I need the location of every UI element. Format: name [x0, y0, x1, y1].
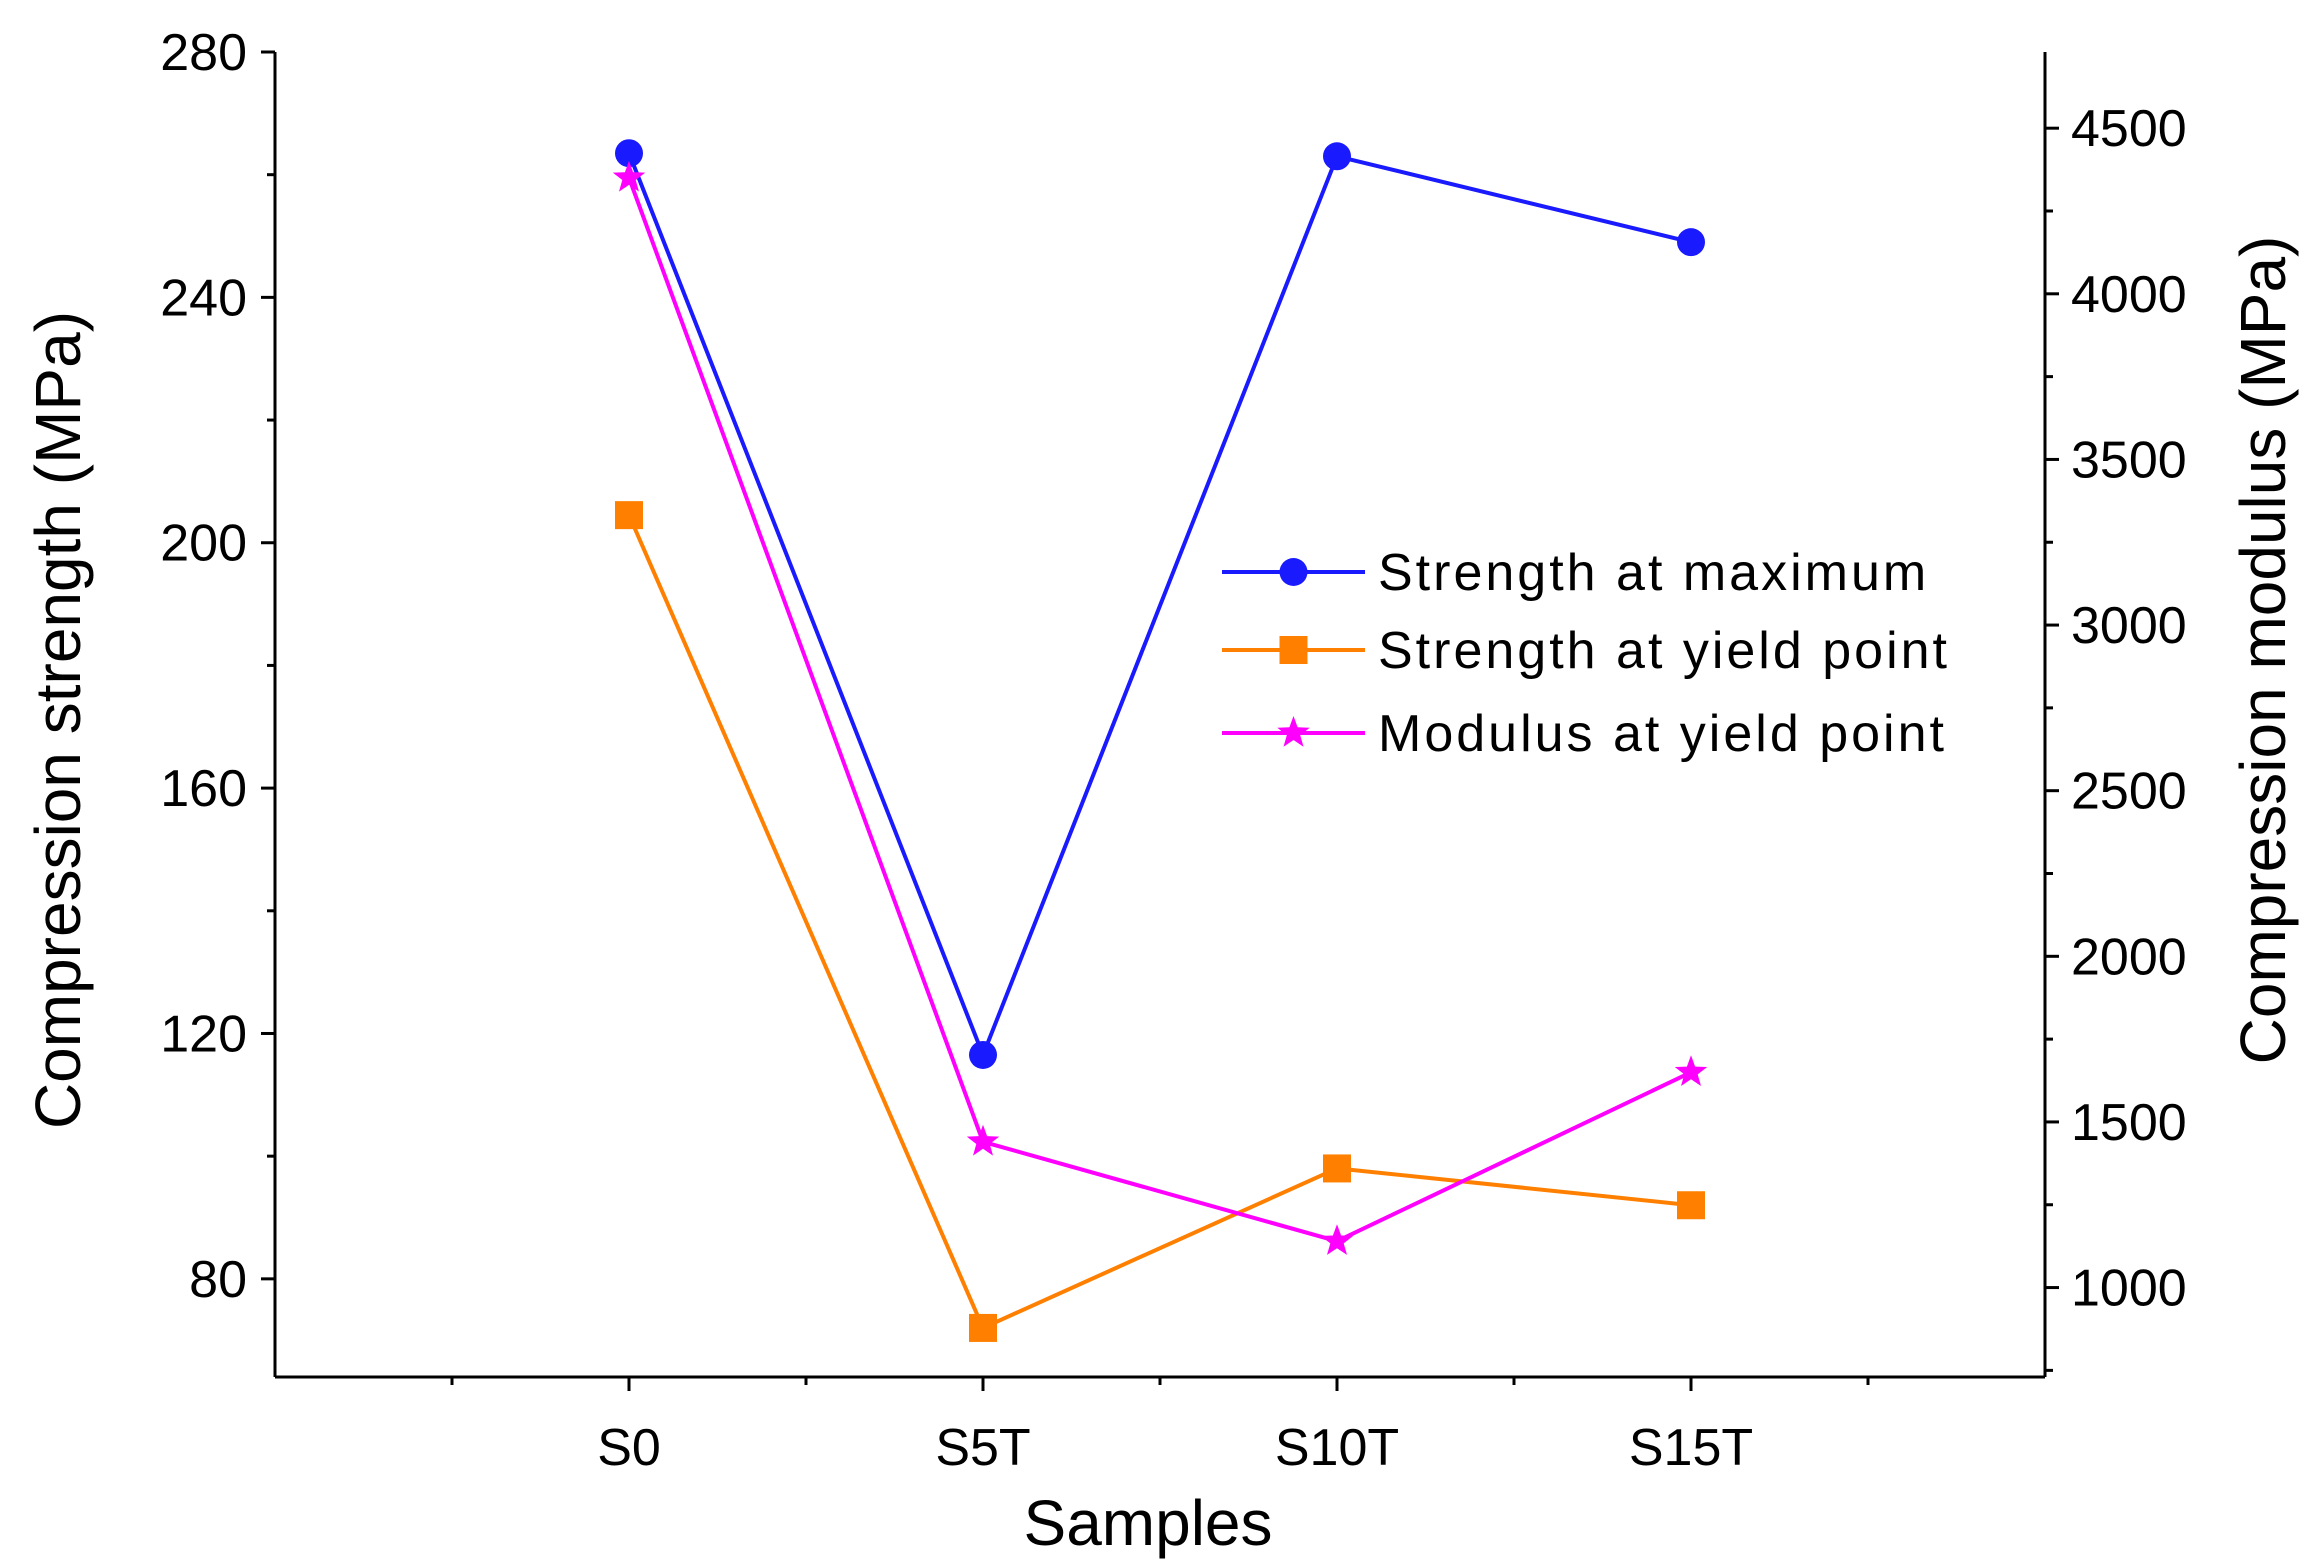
- y-right-tick-label: 4500: [2071, 100, 2187, 158]
- series-1-point-S10T: [1323, 142, 1351, 171]
- y-axis-right-title: Compression modulus (MPa): [2227, 236, 2299, 1065]
- y-left-tick-label: 200: [160, 515, 247, 573]
- series-3-point-S0: [612, 160, 646, 192]
- series-2-point-S5T: [969, 1313, 997, 1342]
- series-3-point-S5T: [966, 1124, 1000, 1156]
- x-axis-title: Samples: [1024, 1487, 1273, 1559]
- series-3-point-S10T: [1320, 1224, 1354, 1255]
- y-axis-left-title: Compression strength (MPa): [22, 311, 94, 1129]
- legend: Strength at maximum Strength at yield poi…: [1222, 544, 1950, 763]
- series-line-2: [627, 514, 1692, 1330]
- legend-marker-2: [1279, 636, 1308, 664]
- x-tick-label: S15T: [1629, 1419, 1753, 1477]
- series-1-point-S15T: [1677, 228, 1705, 257]
- y-right-tick-label: 2000: [2071, 928, 2187, 986]
- series-3-point-S15T: [1674, 1055, 1708, 1086]
- y-left-tick-label: 120: [160, 1005, 247, 1063]
- y-left-tick-label: 160: [160, 760, 247, 818]
- series-1-point-S0: [615, 139, 643, 168]
- legend-label-3: Modulus at yield point: [1378, 705, 1947, 763]
- axes: 80 120 160 200 240 280 1000 1500 2000 2500 3000 350…: [160, 24, 2186, 1477]
- series-line-1: [627, 152, 1692, 1057]
- y-right-tick-label: 4000: [2071, 266, 2187, 324]
- y-right-tick-label: 1000: [2071, 1260, 2187, 1318]
- series-2-point-S0: [615, 501, 643, 530]
- y-left-tick-label: 80: [189, 1251, 247, 1309]
- y-right-tick-label: 2500: [2071, 763, 2187, 821]
- legend-marker-1: [1279, 558, 1308, 586]
- series-1-point-S5T: [969, 1040, 997, 1069]
- y-right-tick-label: 3000: [2071, 597, 2187, 655]
- x-tick-label: S5T: [935, 1419, 1030, 1477]
- legend-label-2: Strength at yield point: [1378, 622, 1950, 680]
- legend-label-1: Strength at maximum: [1378, 544, 1929, 602]
- series-2-point-S15T: [1677, 1191, 1705, 1220]
- x-tick-label: S10T: [1275, 1419, 1399, 1477]
- series-line-3: [627, 177, 1692, 1244]
- series-layer: [612, 139, 1708, 1342]
- y-right-tick-label: 3500: [2071, 431, 2187, 489]
- y-left-tick-label: 280: [160, 24, 247, 82]
- legend-marker-3: [1277, 716, 1310, 747]
- series-2-point-S10T: [1323, 1154, 1351, 1183]
- x-tick-label: S0: [597, 1419, 661, 1477]
- y-right-tick-label: 1500: [2071, 1094, 2187, 1152]
- y-left-tick-label: 240: [160, 269, 247, 327]
